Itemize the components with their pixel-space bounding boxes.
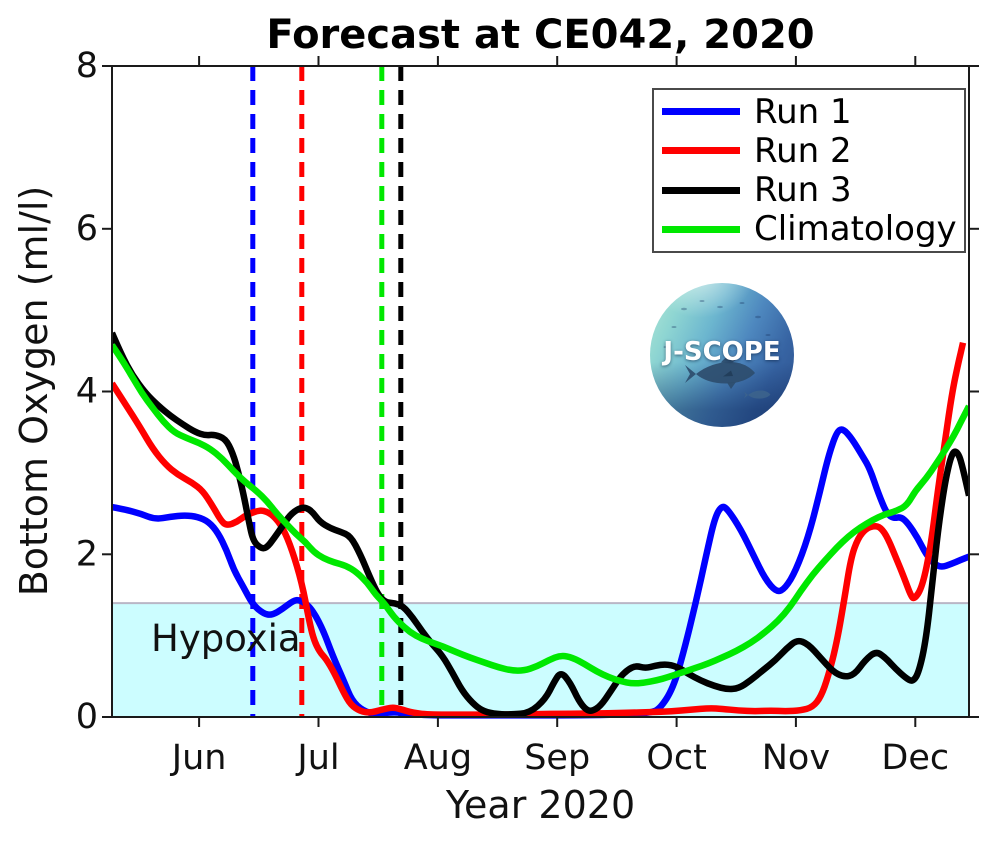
x-tick-label-nov: Nov <box>762 738 830 778</box>
x-tick-label-jun: Jun <box>170 738 227 778</box>
legend-label: Run 3 <box>754 170 852 211</box>
legend-label: Climatology <box>754 209 957 250</box>
legend: Run 1 Run 2 Run 3 Climatology <box>652 88 966 253</box>
small-fish-icon <box>743 390 771 399</box>
underwater-scene <box>663 300 771 399</box>
jscope-logo: J-SCOPE <box>650 283 794 427</box>
y-tick-label-2: 2 <box>76 534 98 574</box>
fish-school-specks <box>663 300 771 348</box>
legend-item-run3: Run 3 <box>654 171 964 209</box>
legend-label: Run 1 <box>754 91 852 132</box>
tuna-fish-icon <box>685 356 755 389</box>
x-tick-label-oct: Oct <box>646 738 707 778</box>
series-lines <box>112 331 969 719</box>
tick-labels: Jun Jul Aug Sep Oct Nov Dec 0 2 4 6 8 <box>76 46 949 778</box>
series-line-climatology <box>112 343 969 687</box>
x-tick-label-jul: Jul <box>295 738 339 778</box>
y-tick-label-6: 6 <box>76 209 98 249</box>
axes <box>102 56 979 727</box>
y-tick-label-0: 0 <box>76 697 98 737</box>
logo-text: J-SCOPE <box>663 337 781 367</box>
run1-line-swatch <box>662 108 740 116</box>
x-tick-label-aug: Aug <box>404 738 472 778</box>
legend-item-run1: Run 1 <box>654 93 964 131</box>
y-tick-label-4: 4 <box>76 372 98 412</box>
run3-line-swatch <box>662 186 740 194</box>
y-axis-label: Bottom Oxygen (ml/l) <box>12 185 56 597</box>
legend-item-climatology: Climatology <box>654 210 964 248</box>
x-tick-label-sep: Sep <box>524 738 590 778</box>
x-axis-label: Year 2020 <box>445 783 636 827</box>
legend-item-run2: Run 2 <box>654 132 964 170</box>
legend-label: Run 2 <box>754 130 852 171</box>
chart-title: Forecast at CE042, 2020 <box>266 12 815 58</box>
y-tick-label-8: 8 <box>76 46 98 86</box>
run2-line-swatch <box>662 147 740 155</box>
x-tick-label-dec: Dec <box>881 738 949 778</box>
climatology-line-swatch <box>662 225 740 233</box>
hypoxia-label: Hypoxia <box>151 617 301 660</box>
series-line-run-3 <box>112 331 969 718</box>
